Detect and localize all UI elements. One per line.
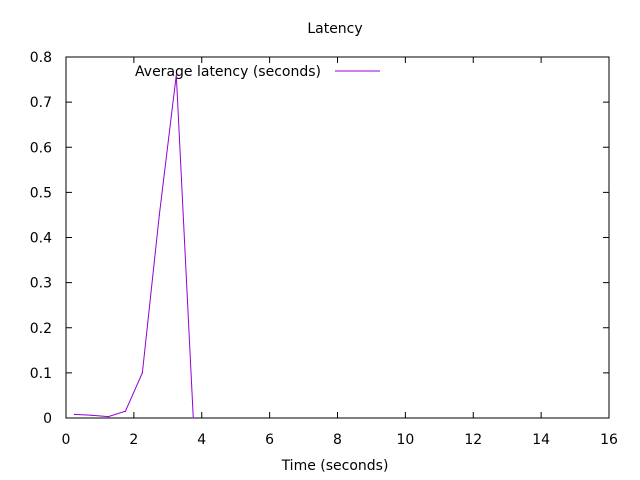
x-tick-label: 10 xyxy=(396,432,414,448)
series-layer xyxy=(73,74,194,419)
y-tick-label: 0.7 xyxy=(30,95,52,111)
x-tick-label: 14 xyxy=(532,432,550,448)
x-tick-label: 12 xyxy=(464,432,482,448)
series-point xyxy=(90,414,93,416)
x-tick-label: 0 xyxy=(62,432,71,448)
plot-frame xyxy=(65,56,610,419)
y-tick-label: 0.2 xyxy=(30,321,52,337)
legend: Average latency (seconds) xyxy=(135,64,380,80)
x-axis-ticks: 0 2 4 6 8 10 12 14 16 xyxy=(62,57,618,448)
x-tick-label: 8 xyxy=(333,432,342,448)
series-point xyxy=(107,416,110,418)
x-tick-label: 2 xyxy=(129,432,138,448)
y-tick-label: 0.1 xyxy=(30,366,52,382)
y-tick-label: 0.3 xyxy=(30,276,52,292)
x-tick-label: 6 xyxy=(265,432,274,448)
chart-title: Latency xyxy=(307,21,362,37)
y-axis-ticks: 0 0.1 0.2 0.3 0.4 0.5 0.6 0.7 0.8 xyxy=(30,50,609,427)
series-line xyxy=(74,74,194,419)
series-point xyxy=(192,417,194,419)
y-tick-label: 0.4 xyxy=(30,231,52,247)
x-axis-label: Time (seconds) xyxy=(281,458,389,474)
series-point xyxy=(175,74,177,76)
y-tick-label: 0.6 xyxy=(30,140,52,156)
series-point xyxy=(158,214,160,216)
x-tick-label: 16 xyxy=(600,432,618,448)
y-tick-label: 0 xyxy=(43,411,52,427)
series-point xyxy=(141,372,143,374)
x-tick-label: 4 xyxy=(197,432,206,448)
legend-label: Average latency (seconds) xyxy=(135,64,321,80)
y-tick-label: 0.5 xyxy=(30,185,52,201)
y-tick-label: 0.8 xyxy=(30,50,52,66)
series-point xyxy=(124,410,126,412)
series-point xyxy=(73,413,76,415)
